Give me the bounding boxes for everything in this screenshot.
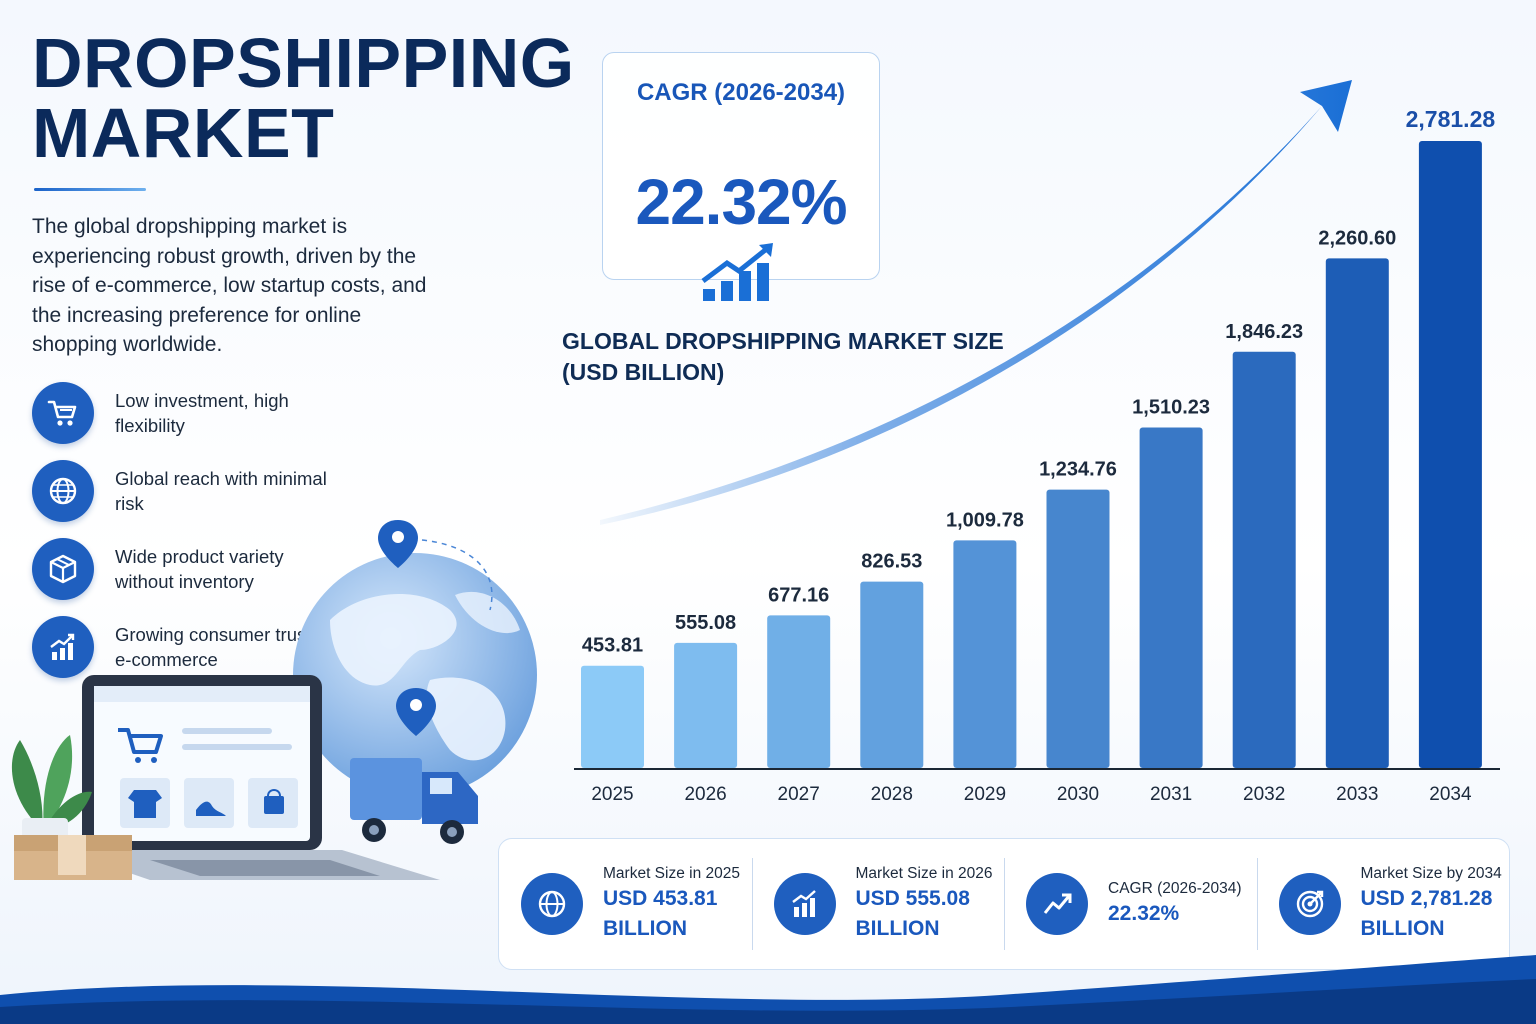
feature-list: Low investment, high flexibility Global … (32, 382, 352, 694)
value-label-2034: 2,781.28 (1406, 106, 1496, 132)
stat-label: Market Size in 2026 (855, 865, 993, 882)
feature-text: Global reach with minimal risk (115, 468, 327, 514)
x-tick-label: 2025 (591, 784, 633, 805)
box-icon (32, 538, 94, 600)
bar-2031 (1139, 427, 1203, 768)
location-pin-icon (396, 688, 436, 736)
trend-arrow-icon (1026, 873, 1088, 935)
stat-cagr: CAGR (2026-2034) 22.32% (1004, 858, 1257, 950)
stat-market-size-2034: Market Size by 2034 USD 2,781.28 BILLION (1256, 858, 1510, 950)
bar-2029 (953, 540, 1017, 768)
stat-label: CAGR (2026-2034) (1108, 880, 1242, 897)
value-label-2026: 555.08 (675, 612, 736, 634)
title-line-2: MARKET (32, 94, 335, 172)
cagr-card: CAGR (2026-2034) 22.32% (602, 52, 880, 301)
stat-market-size-2026: Market Size in 2026 USD 555.08 BILLION (751, 858, 1005, 950)
bar-2025 (581, 665, 644, 768)
stat-value-unit: BILLION (855, 917, 940, 940)
globe-icon (32, 460, 94, 522)
value-label-2033: 2,260.60 (1318, 227, 1396, 249)
bar-2034 (1418, 141, 1482, 768)
stat-value: 22.32% (1108, 902, 1180, 925)
shopping-cart-icon (32, 382, 94, 444)
bar-chart-icon (773, 873, 836, 935)
feature-item: Low investment, high flexibility (32, 382, 352, 444)
value-label-2031: 1,510.23 (1132, 397, 1210, 419)
chart-title: GLOBAL DROPSHIPPING MARKET SIZE (USD BIL… (562, 326, 1022, 388)
value-label-2025: 453.81 (582, 635, 643, 657)
feature-item: Growing consumer trust in e-commerce (32, 616, 352, 678)
chart-title-line-1: GLOBAL DROPSHIPPING MARKET SIZE (562, 328, 1004, 354)
bar-2033 (1325, 258, 1389, 768)
footer-wave (0, 955, 1536, 1024)
globe-icon (521, 873, 583, 935)
x-tick-label: 2027 (778, 784, 820, 805)
growth-chart-icon (701, 243, 773, 301)
title-line-1: DROPSHIPPING (32, 24, 575, 102)
value-label-2027: 677.16 (768, 584, 829, 606)
value-label-2030: 1,234.76 (1039, 459, 1117, 481)
stat-market-size-2025: Market Size in 2025 USD 453.81 BILLION (499, 858, 752, 950)
value-label-2032: 1,846.23 (1225, 321, 1303, 343)
x-tick-label: 2031 (1150, 784, 1192, 805)
stat-value: USD 453.81 (603, 887, 718, 910)
bar-2027 (767, 615, 831, 768)
bar-2032 (1232, 351, 1296, 768)
chart-title-line-2: (USD BILLION) (562, 359, 725, 385)
stat-label: Market Size by 2034 (1360, 865, 1502, 882)
x-tick-label: 2029 (964, 784, 1006, 805)
cagr-label: CAGR (2026-2034) (636, 79, 846, 106)
growth-chart-icon (32, 616, 94, 678)
bars-group: 453.81 2025 555.08 2026 677.16 2027 826.53 2028… (581, 106, 1495, 805)
bar-2026 (674, 642, 738, 768)
feature-item: Wide product variety without inventory (32, 538, 352, 600)
x-tick-label: 2034 (1429, 784, 1472, 805)
stat-value-unit: BILLION (603, 917, 687, 940)
feature-text: Growing consumer trust in e-commerce (115, 624, 331, 670)
delivery-truck (350, 758, 478, 844)
plant-illustration (11, 735, 92, 848)
feature-text: Wide product variety without inventory (115, 546, 284, 592)
stat-label: Market Size in 2025 (603, 865, 740, 882)
feature-item: Global reach with minimal risk (32, 460, 352, 522)
x-tick-label: 2030 (1057, 784, 1099, 805)
feature-text: Low investment, high flexibility (115, 390, 289, 436)
globe-illustration (293, 553, 537, 797)
bar-2030 (1046, 489, 1110, 768)
bar-2028 (860, 581, 924, 768)
value-label-2029: 1,009.78 (946, 509, 1024, 531)
bar-chart: 453.81 2025 555.08 2026 677.16 2027 826.53 2028… (574, 80, 1500, 805)
page-title: DROPSHIPPING MARKET (32, 28, 575, 168)
x-tick-label: 2033 (1336, 784, 1378, 805)
x-tick-label: 2032 (1243, 784, 1285, 805)
cardboard-boxes (14, 835, 132, 880)
x-tick-label: 2026 (684, 784, 726, 805)
target-icon (1278, 873, 1341, 935)
title-underline (34, 188, 146, 191)
value-label-2028: 826.53 (861, 551, 922, 573)
ecommerce-illustration (11, 520, 537, 880)
summary-stats: Market Size in 2025 USD 453.81 BILLION M… (498, 838, 1510, 970)
laptop-illustration (62, 675, 440, 880)
x-tick-label: 2028 (871, 784, 913, 805)
cagr-value: 22.32% (635, 166, 847, 238)
description: The global dropshipping market is experi… (32, 215, 427, 357)
stat-value-unit: BILLION (1360, 917, 1445, 940)
stat-value: USD 2,781.28 (1360, 887, 1493, 910)
stat-value: USD 555.08 (855, 887, 970, 910)
location-pin-icon (378, 520, 418, 568)
